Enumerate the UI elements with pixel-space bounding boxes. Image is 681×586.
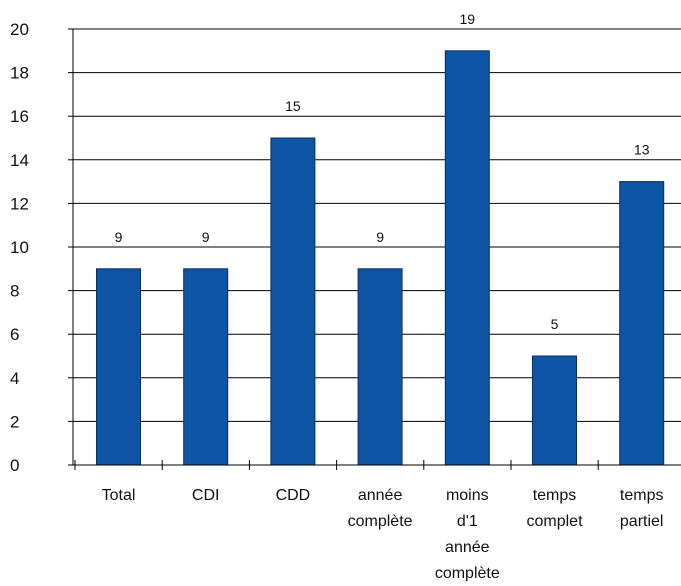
x-tick-label: CDD <box>276 487 311 504</box>
bar <box>532 355 577 466</box>
x-tick-label: Total <box>102 487 136 504</box>
y-tick-label: 4 <box>10 369 19 388</box>
x-tick-label: temps <box>533 487 577 504</box>
x-tick-label: complète <box>348 513 413 530</box>
x-tick-label: CDI <box>192 487 220 504</box>
y-tick-label: 8 <box>10 282 19 301</box>
data-label: 15 <box>285 98 301 114</box>
bar <box>183 268 229 466</box>
y-tick-label: 2 <box>10 412 19 431</box>
bar <box>619 181 665 466</box>
y-tick-label: 18 <box>10 64 29 83</box>
data-label: 19 <box>460 11 476 27</box>
bar <box>270 137 316 466</box>
data-label: 9 <box>376 229 384 245</box>
bar <box>444 50 490 466</box>
y-tick-label: 0 <box>10 456 19 475</box>
x-tick-label: année <box>358 487 403 504</box>
data-label: 5 <box>551 316 559 332</box>
x-tick-label: temps <box>620 487 664 504</box>
data-label: 9 <box>115 229 123 245</box>
y-tick-label: 6 <box>10 325 19 344</box>
x-tick-label: complète <box>435 565 500 581</box>
y-tick-label: 20 <box>10 20 29 39</box>
x-tick-label: moins <box>446 487 489 504</box>
data-label: 9 <box>202 229 210 245</box>
y-tick-label: 16 <box>10 107 29 126</box>
y-tick-label: 14 <box>10 151 29 170</box>
bar <box>96 268 141 466</box>
x-tick-label: d'1 <box>457 513 478 530</box>
bar <box>357 268 403 466</box>
data-label: 13 <box>634 142 650 158</box>
x-tick-label: année <box>445 539 490 556</box>
x-tick-label: partiel <box>620 513 664 530</box>
x-tick-label: complet <box>526 513 583 530</box>
y-tick-label: 12 <box>10 194 29 213</box>
y-tick-label: 10 <box>10 238 29 257</box>
